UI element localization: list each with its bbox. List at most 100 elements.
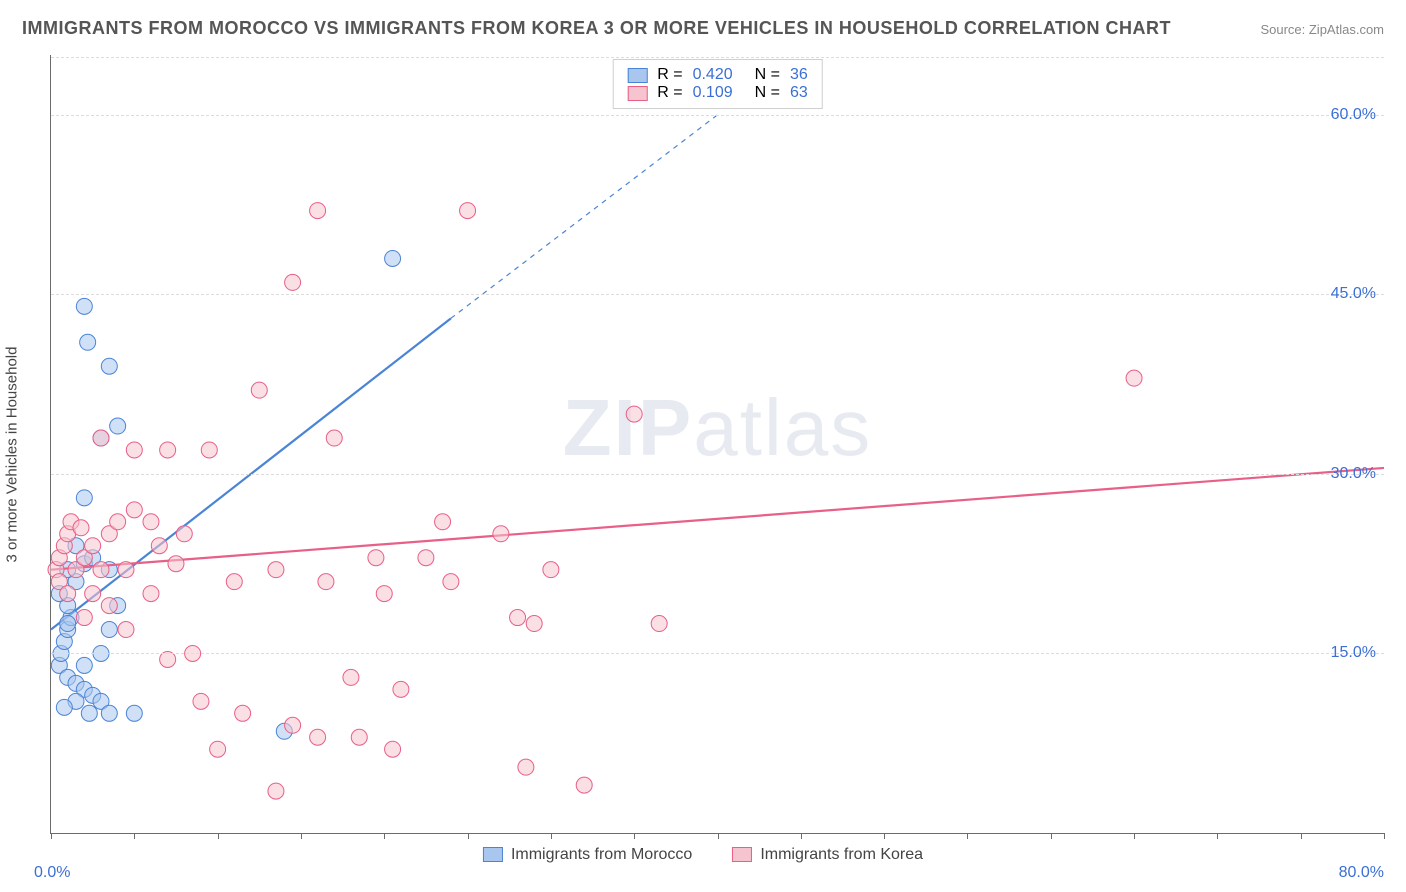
x-axis-max-label: 80.0% (1339, 864, 1384, 882)
y-tick-label: 45.0% (1331, 285, 1376, 303)
gridline (51, 57, 1384, 58)
gridline (51, 653, 1384, 654)
gridline (51, 474, 1384, 475)
scatter-point (226, 574, 242, 590)
x-tick-mark (801, 833, 802, 839)
scatter-point (393, 681, 409, 697)
x-tick-mark (1051, 833, 1052, 839)
scatter-point (126, 502, 142, 518)
scatter-point (435, 514, 451, 530)
x-tick-mark (384, 833, 385, 839)
legend-label: Immigrants from Morocco (511, 846, 692, 863)
scatter-point (110, 418, 126, 434)
trend-line-extension (451, 115, 718, 318)
gridline (51, 294, 1384, 295)
scatter-point (76, 610, 92, 626)
scatter-point (118, 622, 134, 638)
trend-line (51, 468, 1384, 570)
scatter-point (93, 430, 109, 446)
scatter-point (268, 562, 284, 578)
scatter-point (310, 729, 326, 745)
chart-plot-area: ZIPatlas R =0.420N =36R =0.109N =63 15.0… (50, 55, 1384, 834)
scatter-point (235, 705, 251, 721)
scatter-point (651, 616, 667, 632)
scatter-point (460, 203, 476, 219)
legend-item: Immigrants from Morocco (483, 846, 692, 864)
x-tick-mark (967, 833, 968, 839)
scatter-point (73, 520, 89, 536)
scatter-point (151, 538, 167, 554)
scatter-point (285, 274, 301, 290)
scatter-point (143, 586, 159, 602)
y-tick-label: 60.0% (1331, 106, 1376, 124)
scatter-point (343, 669, 359, 685)
scatter-point (81, 705, 97, 721)
x-tick-mark (218, 833, 219, 839)
scatter-point (326, 430, 342, 446)
scatter-point (510, 610, 526, 626)
scatter-point (626, 406, 642, 422)
scatter-point (93, 562, 109, 578)
x-tick-mark (551, 833, 552, 839)
scatter-point (101, 705, 117, 721)
scatter-point (101, 598, 117, 614)
x-tick-mark (1384, 833, 1385, 839)
scatter-point (101, 358, 117, 374)
scatter-point (80, 334, 96, 350)
scatter-point (385, 741, 401, 757)
scatter-point (85, 538, 101, 554)
scatter-point (60, 586, 76, 602)
scatter-point (85, 586, 101, 602)
scatter-point (101, 622, 117, 638)
x-tick-mark (884, 833, 885, 839)
x-tick-mark (134, 833, 135, 839)
legend-label: Immigrants from Korea (760, 846, 923, 863)
chart-title: IMMIGRANTS FROM MOROCCO VS IMMIGRANTS FR… (22, 18, 1171, 39)
scatter-point (201, 442, 217, 458)
x-axis-min-label: 0.0% (34, 864, 70, 882)
series-legend: Immigrants from Morocco Immigrants from K… (483, 846, 923, 864)
y-tick-label: 15.0% (1331, 644, 1376, 662)
scatter-point (126, 705, 142, 721)
scatter-point (251, 382, 267, 398)
scatter-point (118, 562, 134, 578)
scatter-point (518, 759, 534, 775)
scatter-point (368, 550, 384, 566)
x-tick-mark (718, 833, 719, 839)
scatter-point (285, 717, 301, 733)
scatter-svg (51, 55, 1384, 833)
scatter-point (543, 562, 559, 578)
scatter-point (210, 741, 226, 757)
scatter-point (318, 574, 334, 590)
scatter-point (1126, 370, 1142, 386)
scatter-point (76, 490, 92, 506)
scatter-point (56, 699, 72, 715)
scatter-point (526, 616, 542, 632)
x-tick-mark (301, 833, 302, 839)
scatter-point (76, 298, 92, 314)
scatter-point (310, 203, 326, 219)
scatter-point (576, 777, 592, 793)
scatter-point (351, 729, 367, 745)
x-tick-mark (468, 833, 469, 839)
scatter-point (60, 616, 76, 632)
y-tick-label: 30.0% (1331, 465, 1376, 483)
y-axis-label: 3 or more Vehicles in Household (4, 347, 21, 563)
scatter-point (376, 586, 392, 602)
gridline (51, 115, 1384, 116)
x-tick-mark (1134, 833, 1135, 839)
source-attribution: Source: ZipAtlas.com (1260, 22, 1384, 37)
scatter-point (268, 783, 284, 799)
scatter-point (143, 514, 159, 530)
scatter-point (126, 442, 142, 458)
x-tick-mark (634, 833, 635, 839)
scatter-point (176, 526, 192, 542)
scatter-point (493, 526, 509, 542)
scatter-point (193, 693, 209, 709)
scatter-point (168, 556, 184, 572)
x-tick-mark (1217, 833, 1218, 839)
scatter-point (418, 550, 434, 566)
legend-item: Immigrants from Korea (732, 846, 923, 864)
scatter-point (76, 657, 92, 673)
x-tick-mark (51, 833, 52, 839)
